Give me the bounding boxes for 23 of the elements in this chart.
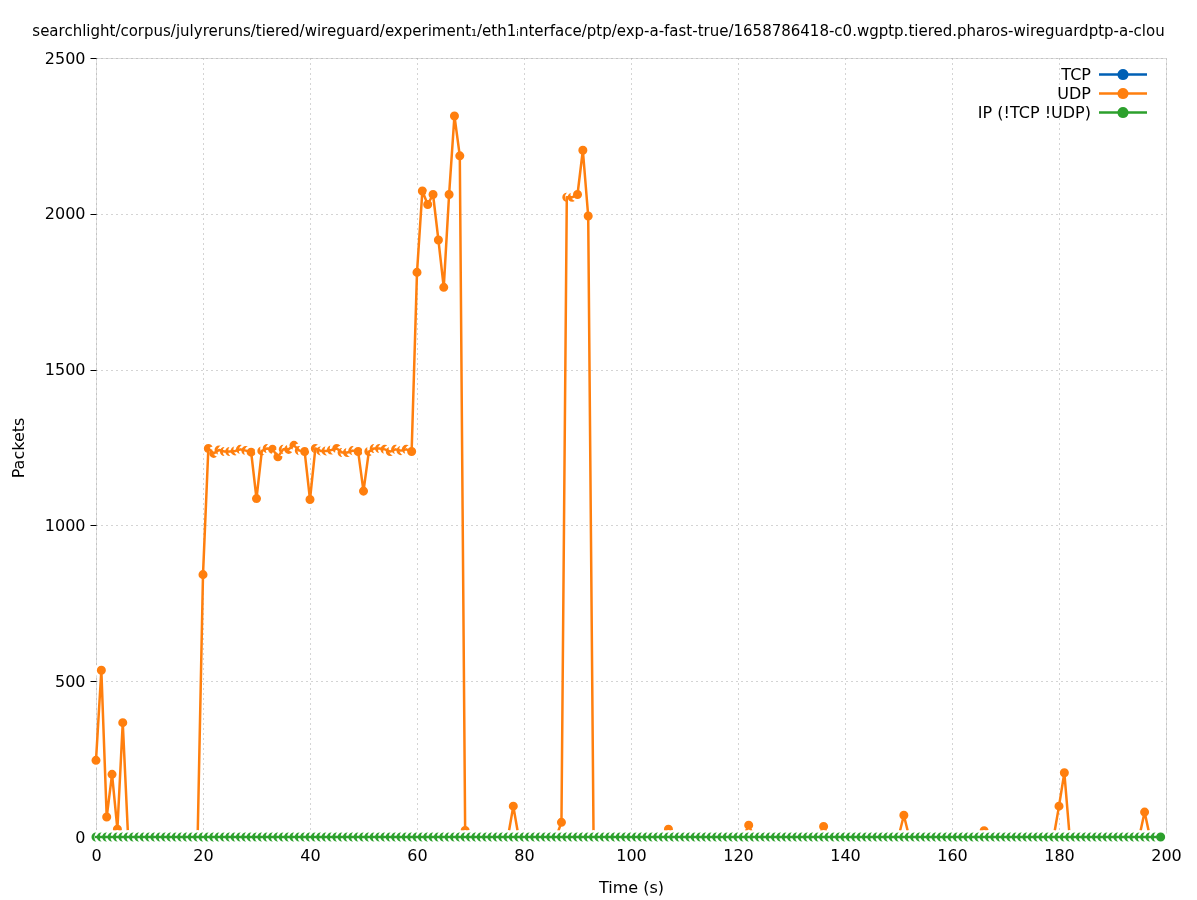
- y-tick-label: 1000: [44, 515, 86, 535]
- legend-label: IP (!TCP !UDP): [977, 102, 1091, 122]
- y-tick-label: 500: [54, 671, 86, 691]
- x-tick-label: 100: [616, 845, 647, 865]
- x-tick-label: 180: [1044, 845, 1075, 865]
- y-tick-label: 0: [75, 827, 86, 847]
- y-axis-title: Packets: [8, 417, 28, 479]
- x-tick-label: 140: [830, 845, 861, 865]
- legend-label: TCP: [1060, 64, 1092, 84]
- y-tick-label: 2500: [44, 48, 86, 68]
- y-tick-label: 1500: [44, 360, 86, 380]
- x-tick-label: 120: [723, 845, 754, 865]
- chart-title: searchlight/corpus/julyreruns/tiered/wireguard/experiment₁/eth1ᵢnterface/ptp/exp-a-fast-true/1658786418-c0.wgptp.tiered.pharos-wireguardptp-a-clou: [32, 22, 1165, 40]
- x-tick-label: 20: [193, 845, 214, 865]
- x-tick-label: 80: [514, 845, 535, 865]
- x-tick-label: 60: [407, 845, 428, 865]
- legend-label: UDP: [1057, 83, 1092, 103]
- x-tick-label: 40: [300, 845, 321, 865]
- x-axis-title: Time (s): [597, 877, 665, 897]
- x-tick-label: 160: [937, 845, 968, 865]
- y-tick-label: 2000: [44, 204, 86, 224]
- x-tick-label: 200: [1151, 845, 1182, 865]
- x-tick-label: 0: [91, 845, 102, 865]
